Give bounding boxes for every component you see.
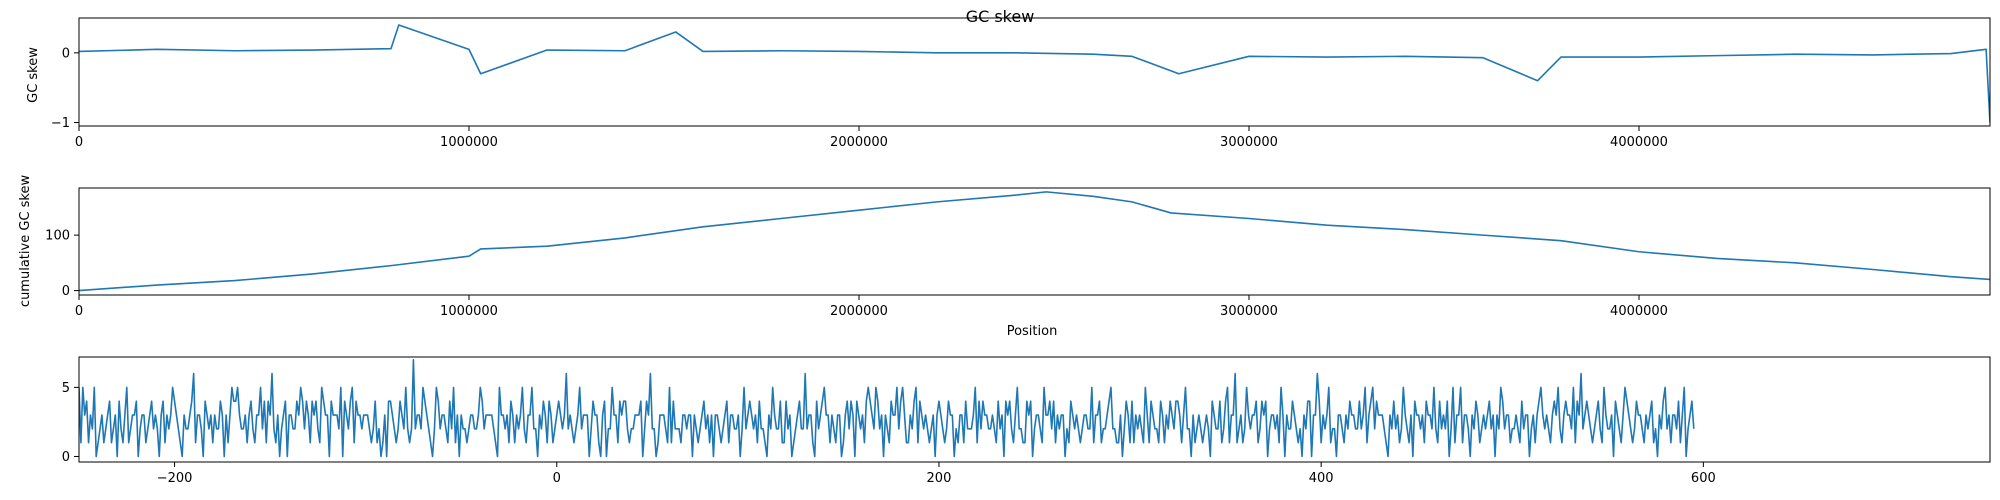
count-ytick-label: 0 [62, 450, 70, 465]
count-ytick-label: 5 [62, 381, 70, 396]
count-xtick-label: 200 [927, 471, 952, 486]
count-xtick-label: 600 [1691, 471, 1716, 486]
count-xtick-label: 0 [553, 471, 561, 486]
figure-title: GC skew [966, 7, 1035, 26]
gc-skew-xtick-label: 1000000 [440, 135, 498, 150]
count-line-0 [79, 358, 1695, 458]
cumulative-gc-skew-xtick-label: 1000000 [440, 304, 498, 319]
gc-skew-ytick-label: −1 [51, 116, 70, 131]
gc-skew-axes: GC skew 0 1000000 2000000 3000000 4000000 −1 0 [26, 17, 1991, 150]
cumulative-gc-skew-line-0 [79, 191, 1990, 292]
cumulative-gc-skew-ylabel: cumulative GC skew [18, 175, 33, 308]
gc-skew-frame [78, 17, 1991, 127]
cumulative-gc-skew-axes: cumulative GC skew Position 0 1000000 2000… [18, 175, 1991, 339]
cumulative-gc-skew-xtick-label: 2000000 [830, 304, 888, 319]
gc-skew-xtick-label: 0 [75, 135, 83, 150]
gc-skew-ylabel: GC skew [26, 47, 41, 103]
cumulative-gc-skew-xtick-label: 3000000 [1220, 304, 1278, 319]
cumulative-gc-skew-ytick-label: 0 [62, 284, 70, 299]
cumulative-gc-skew-xtick-label: 0 [75, 304, 83, 319]
count-axes: −200 0 200 400 600 0 5 [62, 356, 1991, 486]
gc-skew-ytick-label: 0 [62, 46, 70, 61]
position-xlabel: Position [1007, 324, 1058, 339]
cumulative-gc-skew-xtick-label: 4000000 [1610, 304, 1668, 319]
cumulative-gc-skew-ytick-label: 100 [45, 229, 70, 244]
count-xtick-label: 400 [1309, 471, 1334, 486]
cumulative-gc-skew-frame [78, 187, 1991, 296]
count-xtick-label: −200 [157, 471, 193, 486]
gc-skew-xtick-label: 3000000 [1220, 135, 1278, 150]
count-frame [78, 356, 1991, 463]
gc-skew-xtick-label: 4000000 [1610, 135, 1668, 150]
gc-skew-line-0 [79, 24, 1990, 123]
gc-skew-xtick-label: 2000000 [830, 135, 888, 150]
